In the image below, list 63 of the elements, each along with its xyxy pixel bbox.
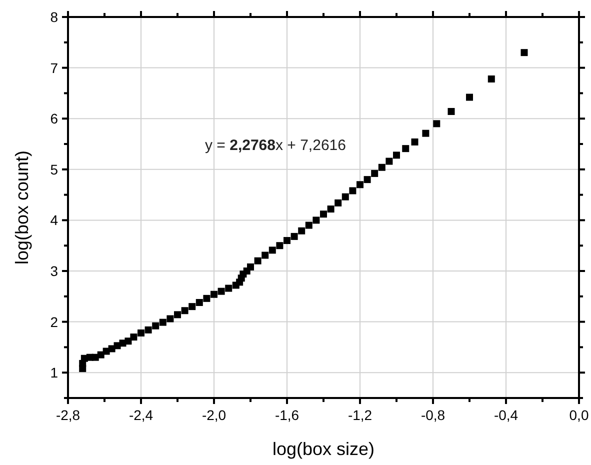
point xyxy=(290,232,298,240)
point xyxy=(188,303,196,310)
y-tick-label: 8 xyxy=(50,9,58,25)
point xyxy=(181,307,188,314)
point xyxy=(305,222,312,229)
x-tick-label: 0,0 xyxy=(569,407,589,423)
y-tick-label: 3 xyxy=(50,263,58,279)
x-tick-label: -1,2 xyxy=(348,407,372,423)
point xyxy=(371,170,378,177)
x-tick-label: -2,8 xyxy=(56,407,80,423)
point xyxy=(196,298,203,306)
point xyxy=(166,315,174,322)
x-tick-label: -0,4 xyxy=(494,407,518,423)
x-tick-label: -2,0 xyxy=(202,407,226,423)
point xyxy=(433,120,440,128)
y-tick-label: 5 xyxy=(50,161,58,178)
point xyxy=(448,108,455,115)
point xyxy=(130,334,138,341)
point xyxy=(254,257,262,264)
y-tick-label: 6 xyxy=(50,110,58,127)
y-axis-title: log(box count) xyxy=(12,150,32,265)
point xyxy=(402,145,410,152)
point xyxy=(356,181,364,188)
point xyxy=(520,49,528,56)
point xyxy=(342,193,349,200)
y-tick-label: 4 xyxy=(50,212,58,228)
point xyxy=(364,176,371,184)
point xyxy=(262,252,269,259)
point xyxy=(276,242,284,250)
point xyxy=(268,246,276,254)
point xyxy=(422,130,430,137)
point xyxy=(327,206,334,213)
point xyxy=(152,322,160,330)
point xyxy=(386,158,393,165)
point xyxy=(225,284,232,292)
y-tick-label: 2 xyxy=(50,314,58,330)
point xyxy=(247,263,254,270)
point xyxy=(203,294,210,302)
y-tick-label: 1 xyxy=(50,364,58,381)
point xyxy=(320,210,327,218)
point xyxy=(174,311,181,318)
point xyxy=(210,290,218,298)
y-tick-label: 7 xyxy=(50,60,58,76)
point xyxy=(411,138,418,146)
point xyxy=(144,326,152,334)
point xyxy=(124,338,132,345)
point xyxy=(378,164,386,171)
point xyxy=(218,288,225,295)
x-tick-label: -2,4 xyxy=(128,407,154,423)
point xyxy=(298,227,306,234)
point xyxy=(349,187,356,194)
point xyxy=(393,152,400,159)
point xyxy=(159,318,166,326)
x-tick-label: -0,8 xyxy=(420,407,446,423)
point xyxy=(334,199,342,206)
point xyxy=(284,237,290,244)
annotation: y = 2,2768x + 7,2616 xyxy=(205,137,346,154)
point xyxy=(138,329,144,336)
x-tick-label: -1,6 xyxy=(274,407,300,423)
point xyxy=(466,94,473,101)
point xyxy=(312,216,320,224)
point xyxy=(488,75,495,82)
x-axis-title: log(box size) xyxy=(272,439,375,459)
